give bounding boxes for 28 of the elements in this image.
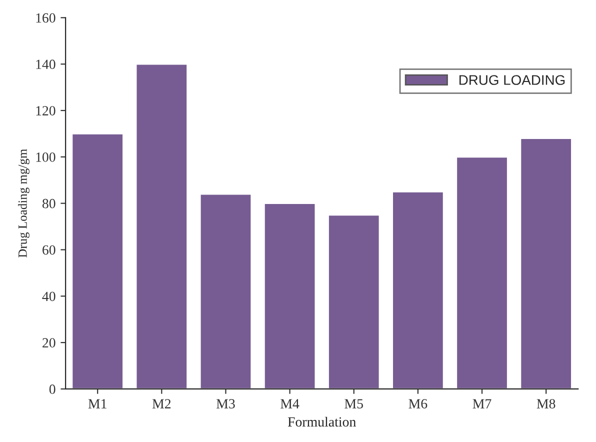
bar (328, 214, 380, 389)
y-tick-label: 160 (36, 13, 56, 23)
x-tick-label: M5 (344, 399, 363, 408)
bar (135, 63, 188, 389)
y-tick-label: 120 (36, 106, 56, 116)
bar (520, 138, 572, 389)
x-tick-label: M6 (408, 399, 428, 408)
x-tick-label: M7 (472, 399, 492, 408)
x-tick-label: M1 (88, 399, 106, 408)
legend-label: DRUG LOADING (459, 75, 565, 85)
y-tick-label: 80 (42, 198, 56, 208)
y-tick-label: 0 (49, 384, 56, 394)
y-tick-label: 140 (36, 60, 56, 70)
x-axis-title: Formulation (288, 416, 356, 427)
y-tick-label: 20 (42, 338, 56, 348)
y-tick-label: 60 (42, 245, 56, 255)
y-tick-label: 40 (42, 292, 56, 302)
bar (199, 193, 252, 389)
y-axis-title: Drug Loading mg/gm (18, 149, 30, 258)
bar (456, 156, 508, 389)
x-tick-label: M3 (216, 399, 235, 408)
x-tick-label: M8 (536, 399, 556, 408)
bar (263, 202, 316, 389)
bar (392, 191, 444, 389)
y-tick-label: 100 (36, 152, 56, 162)
x-tick-label: M2 (152, 399, 171, 408)
x-tick-label: M4 (280, 399, 300, 408)
bar (71, 133, 124, 389)
